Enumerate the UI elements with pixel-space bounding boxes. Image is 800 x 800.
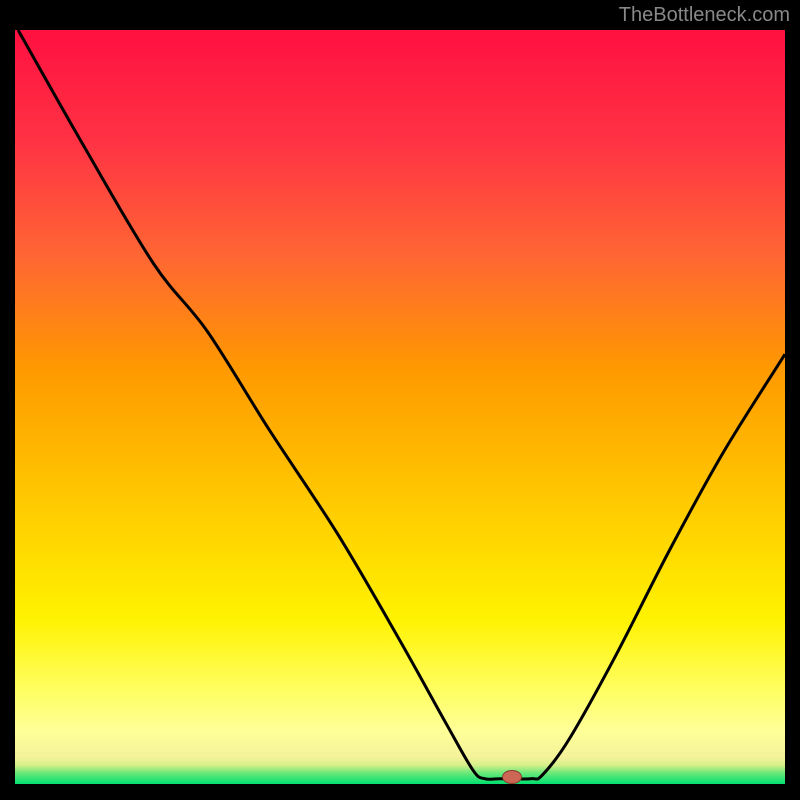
gradient-background (15, 30, 785, 784)
watermark: TheBottleneck.com (619, 4, 790, 27)
optimum-marker (502, 770, 522, 784)
plot-svg (15, 30, 785, 784)
plot-area (15, 30, 785, 784)
